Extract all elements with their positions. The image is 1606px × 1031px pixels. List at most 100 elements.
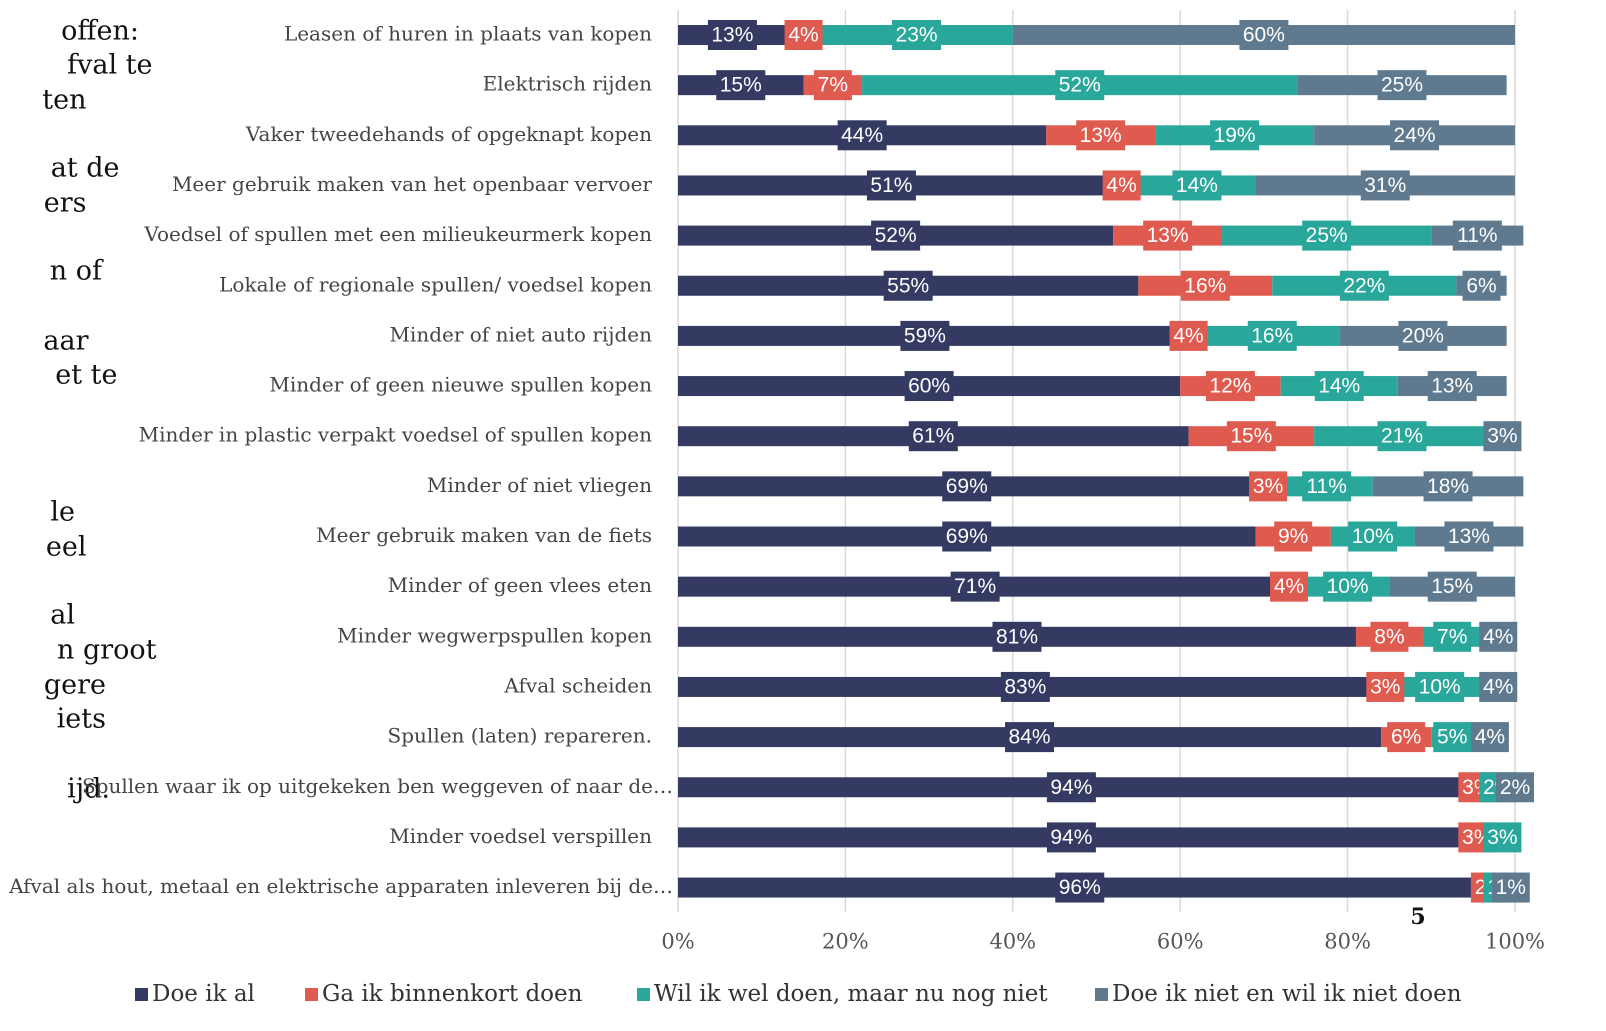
side-text: n groot: [57, 635, 157, 666]
label-box: [813, 70, 852, 101]
x-tick-label: 100%: [1485, 930, 1545, 954]
y-tick-label: Vaker tweedehands of opgeknapt kopen: [245, 122, 652, 146]
label-box: [904, 371, 954, 402]
x-tick-label: 60%: [1157, 930, 1204, 954]
side-text: le: [50, 497, 75, 528]
label-box: [1423, 471, 1473, 502]
value-label: 52%: [1059, 74, 1101, 97]
label-box: [1143, 220, 1193, 251]
label-box: [1370, 621, 1409, 652]
value-label: 31%: [1364, 174, 1406, 197]
value-label: 5%: [1437, 726, 1467, 749]
side-text: iets: [57, 704, 106, 735]
value-label: 22%: [1343, 274, 1385, 297]
label-box: [1046, 822, 1096, 853]
label-box: [1274, 521, 1313, 552]
value-label: 1%: [1496, 876, 1526, 899]
legend-label: Wil ik wel doen, maar nu nog niet: [654, 981, 1048, 1007]
value-label: 55%: [887, 274, 929, 297]
label-box: [1046, 772, 1096, 803]
value-label: 12%: [1209, 375, 1251, 398]
value-label: 3%: [1370, 675, 1400, 698]
label-box: [1483, 822, 1522, 853]
y-tick-label: Meer gebruik maken van de fiets: [316, 523, 652, 547]
label-box: [716, 70, 766, 101]
label-box: [1302, 471, 1352, 502]
value-label: 69%: [946, 525, 988, 548]
side-text: offen:: [61, 16, 139, 47]
label-box: [1462, 270, 1501, 301]
label-box: [1302, 220, 1352, 251]
value-label: 4%: [1483, 675, 1513, 698]
page-number: 5: [1410, 904, 1425, 930]
legend-swatch: [305, 988, 318, 1001]
label-box: [1427, 371, 1477, 402]
value-label: 7%: [1437, 625, 1467, 648]
label-box: [1390, 120, 1440, 151]
value-label: 13%: [1080, 124, 1122, 147]
label-box: [1239, 20, 1289, 50]
value-label: 14%: [1318, 375, 1360, 398]
value-label: 19%: [1214, 124, 1256, 147]
y-tick-label: Afval scheiden: [503, 673, 652, 697]
value-label: 10%: [1352, 525, 1394, 548]
x-tick-label: 0%: [661, 930, 694, 954]
y-tick-label: Lokale of regionale spullen/ voedsel kop…: [219, 272, 652, 296]
value-label: 61%: [912, 425, 954, 448]
label-box: [1205, 371, 1255, 402]
side-text: al: [50, 600, 75, 631]
label-box: [1102, 170, 1141, 201]
label-box: [1005, 722, 1055, 753]
value-label: 4%: [1483, 625, 1513, 648]
legend-label: Ga ik binnenkort doen: [322, 981, 583, 1007]
label-box: [942, 471, 992, 502]
value-label: 94%: [1050, 776, 1092, 799]
label-box: [1360, 170, 1410, 201]
label-box: [837, 120, 887, 151]
label-box: [1210, 120, 1260, 151]
value-label: 59%: [904, 324, 946, 347]
label-box: [892, 20, 942, 50]
label-box: [1348, 521, 1398, 552]
value-label: 16%: [1251, 324, 1293, 347]
label-box: [1427, 571, 1477, 602]
label-box: [1452, 220, 1502, 251]
label-box: [1055, 70, 1105, 101]
label-box: [1479, 671, 1518, 702]
label-box: [1377, 70, 1427, 101]
label-box: [950, 571, 1000, 602]
legend-label: Doe ik niet en wil ik niet doen: [1112, 981, 1462, 1007]
y-tick-label: Meer gebruik maken van het openbaar verv…: [172, 172, 652, 196]
value-label: 71%: [954, 575, 996, 598]
value-label: 44%: [841, 124, 883, 147]
label-box: [992, 621, 1042, 652]
side-text: ten: [42, 85, 86, 116]
value-label: 10%: [1419, 675, 1461, 698]
value-label: 11%: [1306, 475, 1346, 498]
value-label: 96%: [1059, 876, 1101, 899]
value-label: 52%: [875, 224, 917, 247]
y-tick-label: Voedsel of spullen met een milieukeurmer…: [143, 222, 652, 246]
value-label: 4%: [788, 24, 818, 47]
y-tick-label: Minder of geen vlees eten: [388, 573, 653, 597]
value-label: 51%: [870, 174, 912, 197]
y-tick-label: Afval als hout, metaal en elektrische ap…: [8, 874, 673, 898]
value-label: 13%: [711, 24, 753, 47]
legend-swatch: [637, 988, 650, 1001]
label-box: [784, 20, 823, 50]
legend-label: Doe ik al: [152, 981, 255, 1007]
value-label: 60%: [908, 375, 950, 398]
label-box: [1470, 722, 1509, 753]
value-label: 13%: [1431, 375, 1473, 398]
value-label: 18%: [1427, 475, 1469, 498]
label-box: [1314, 371, 1364, 402]
side-text: et te: [55, 360, 117, 391]
label-box: [1172, 170, 1222, 201]
value-label: 15%: [1230, 425, 1272, 448]
value-label: 23%: [896, 24, 938, 47]
value-label: 2%: [1500, 776, 1530, 799]
side-text: gere: [44, 670, 106, 701]
label-box: [1398, 320, 1448, 351]
label-box: [1180, 270, 1230, 301]
legend-swatch: [135, 988, 148, 1001]
